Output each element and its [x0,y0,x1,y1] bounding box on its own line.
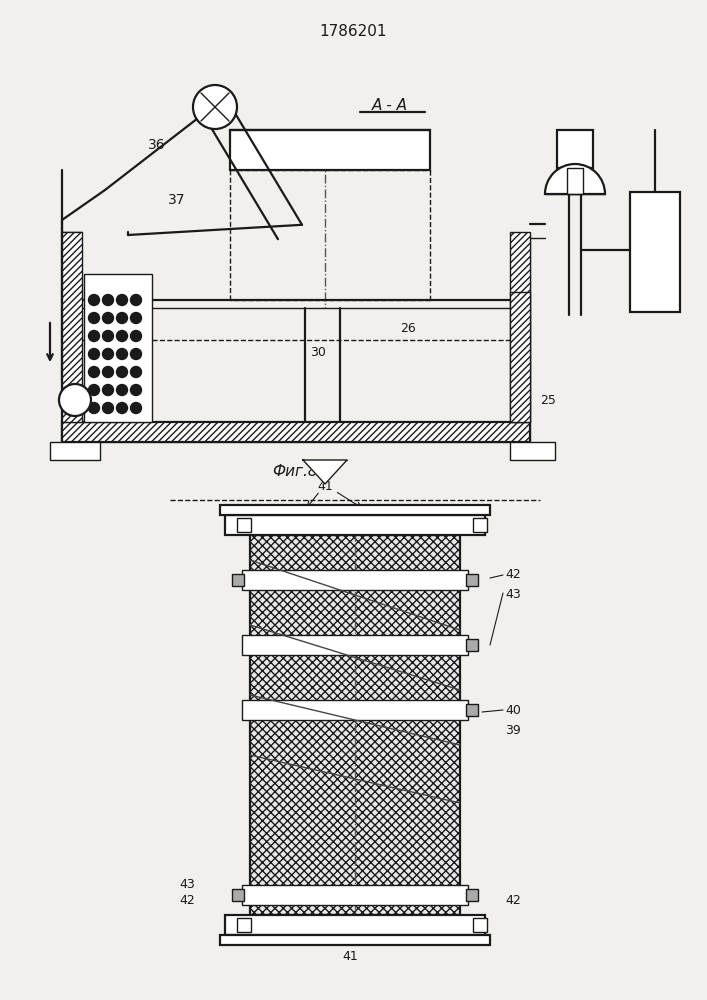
Text: 39: 39 [505,724,521,736]
Text: A - A: A - A [372,98,408,112]
Circle shape [59,384,91,416]
Circle shape [117,384,127,395]
Bar [567,168,583,194]
Text: Фиг.9: Фиг.9 [325,928,370,942]
Circle shape [103,366,114,377]
Bar [230,130,430,170]
Bar [62,422,530,442]
Bar [242,700,468,720]
Bar [473,518,487,532]
Text: 41: 41 [342,950,358,964]
Circle shape [131,366,141,377]
Circle shape [103,330,114,342]
Text: 40: 40 [505,704,521,716]
Bar [242,570,468,590]
Bar [220,935,490,945]
Bar [466,704,478,716]
Circle shape [88,402,100,414]
Bar [630,192,680,312]
Bar [473,918,487,932]
Circle shape [131,402,141,414]
Circle shape [88,349,100,360]
Bar [84,274,152,422]
Text: 41: 41 [317,481,333,493]
Bar [242,885,468,905]
Text: Фиг.8: Фиг.8 [272,464,318,480]
Text: 42: 42 [505,568,521,582]
Bar [62,232,82,422]
Bar [232,889,244,901]
Circle shape [131,294,141,306]
Circle shape [131,349,141,360]
Text: 26: 26 [400,322,416,334]
Circle shape [103,384,114,395]
Text: 43: 43 [505,588,521,601]
Bar [237,918,251,932]
Bar [557,130,593,168]
Bar [510,442,555,460]
Bar [50,442,100,460]
Text: 30: 30 [310,346,326,359]
Circle shape [88,294,100,306]
Bar [466,639,478,651]
Bar [466,574,478,586]
Wedge shape [545,164,605,194]
Circle shape [88,330,100,342]
Circle shape [193,85,237,129]
Bar [225,915,485,935]
Text: 42: 42 [180,894,195,906]
Text: 1786201: 1786201 [320,24,387,39]
Circle shape [117,349,127,360]
Text: 43: 43 [180,879,195,892]
Polygon shape [303,460,347,484]
Circle shape [103,294,114,306]
Circle shape [131,330,141,342]
Circle shape [88,384,100,395]
Circle shape [103,402,114,414]
Bar [232,574,244,586]
Bar [242,635,468,655]
Circle shape [88,312,100,324]
Circle shape [117,294,127,306]
Circle shape [117,402,127,414]
Circle shape [131,312,141,324]
Text: 25: 25 [540,393,556,406]
Bar [510,292,530,422]
Circle shape [117,330,127,342]
Circle shape [117,312,127,324]
Bar [510,232,530,422]
Text: 37: 37 [168,193,185,207]
Bar [250,535,460,915]
Bar [466,889,478,901]
Bar [220,505,490,515]
Circle shape [88,366,100,377]
Circle shape [117,366,127,377]
Circle shape [131,384,141,395]
Text: 36: 36 [148,138,165,152]
Circle shape [103,349,114,360]
Bar [225,515,485,535]
Text: 42: 42 [505,894,521,906]
Circle shape [103,312,114,324]
Bar [237,518,251,532]
